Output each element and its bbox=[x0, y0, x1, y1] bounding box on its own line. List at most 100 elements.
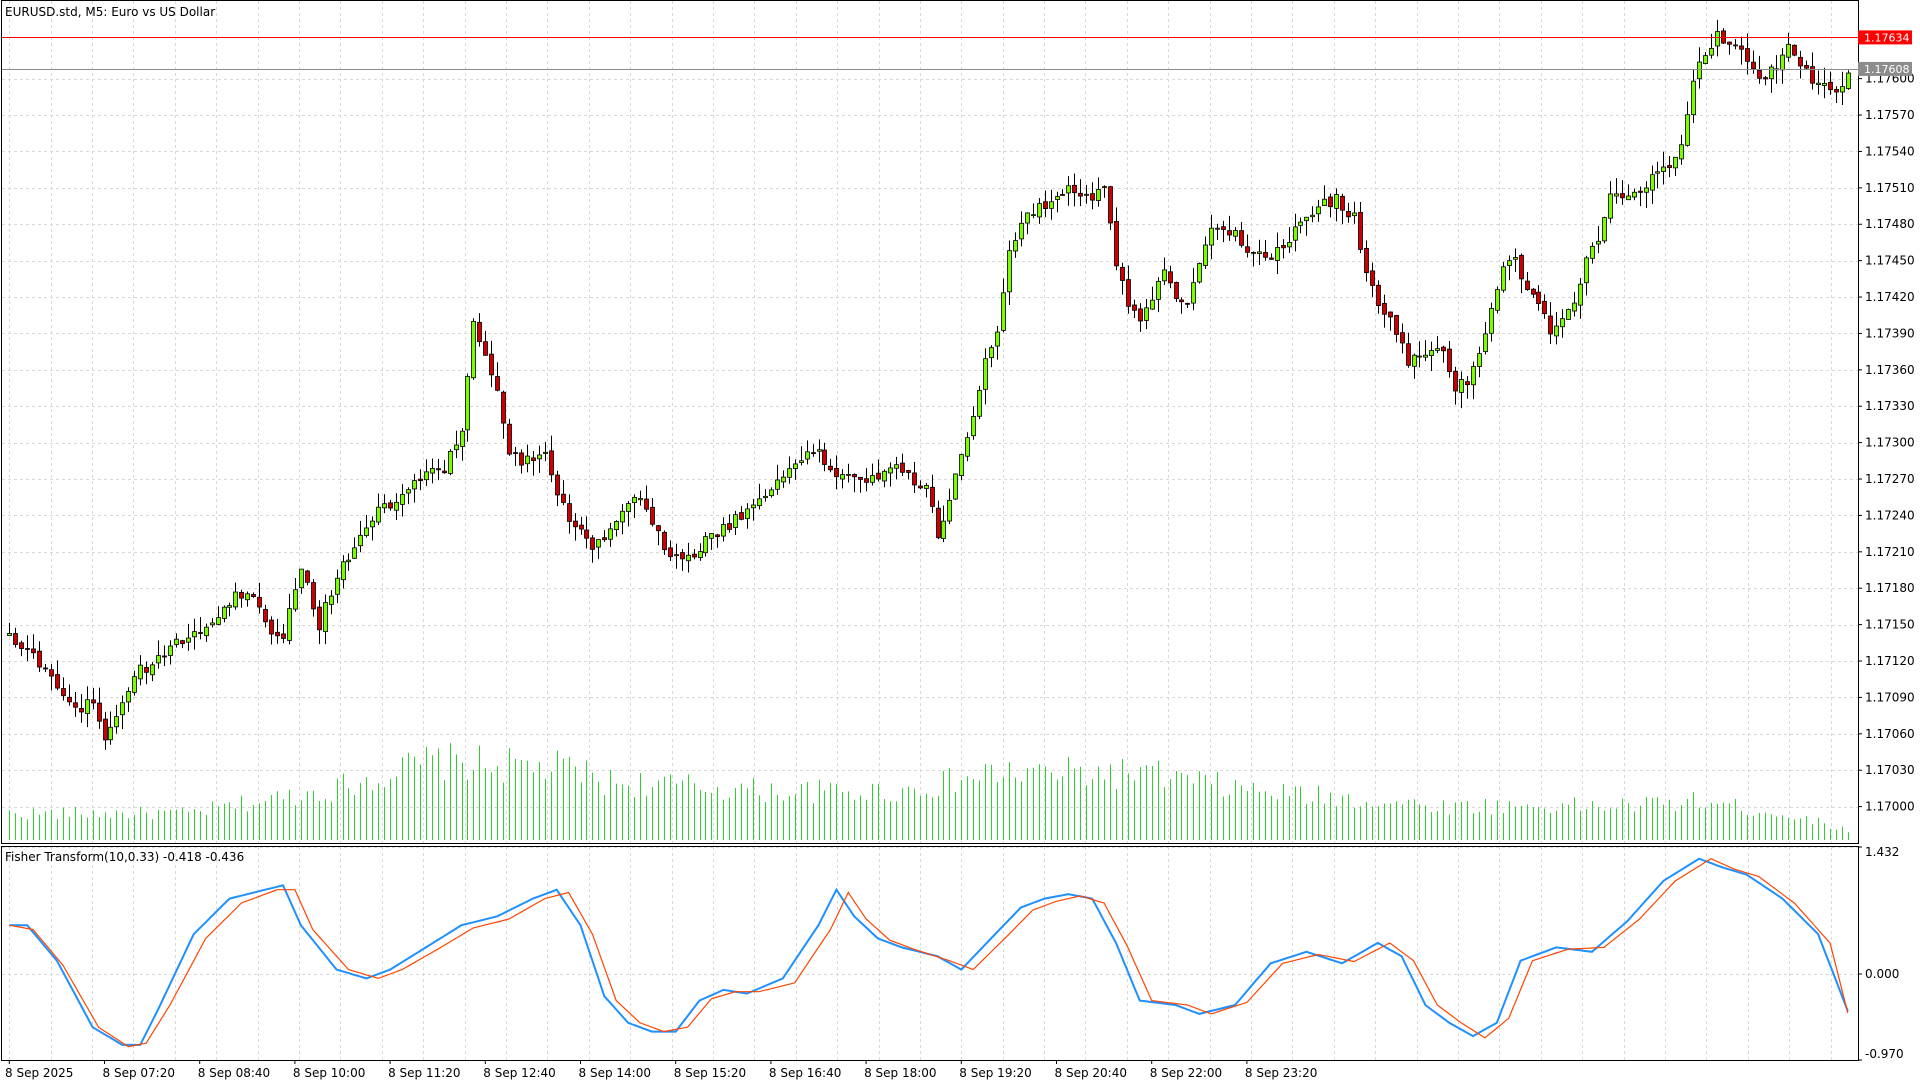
candle bbox=[1388, 311, 1393, 331]
candle bbox=[49, 664, 54, 691]
candle bbox=[1144, 298, 1149, 330]
candle-body bbox=[1007, 250, 1012, 293]
candle-body bbox=[1144, 307, 1149, 321]
candle bbox=[180, 639, 185, 649]
y-tick-label: 1.17060 bbox=[1865, 727, 1915, 741]
candle-body bbox=[959, 454, 964, 476]
candle-body bbox=[745, 508, 750, 520]
candle-body bbox=[263, 608, 268, 623]
candle-body bbox=[1090, 193, 1095, 201]
candle-body bbox=[947, 499, 952, 522]
candle bbox=[513, 446, 518, 467]
candle-body bbox=[864, 478, 869, 483]
candle-body bbox=[1709, 47, 1714, 56]
y-tick-label: 1.17300 bbox=[1865, 436, 1915, 450]
candle-body bbox=[222, 606, 227, 619]
candle bbox=[834, 455, 839, 490]
candle bbox=[1465, 376, 1470, 399]
candle-body bbox=[602, 537, 607, 541]
candle-body bbox=[210, 622, 215, 626]
candle bbox=[894, 456, 899, 480]
candle-body bbox=[1685, 114, 1690, 146]
candle bbox=[108, 711, 113, 745]
candle-body bbox=[251, 594, 256, 598]
candle bbox=[680, 549, 685, 571]
candle-body bbox=[13, 633, 18, 645]
candle-body bbox=[525, 455, 530, 465]
axes: 1.176001.175701.175401.175101.174801.174… bbox=[5, 30, 1915, 1080]
candle bbox=[1691, 69, 1696, 124]
candle bbox=[382, 494, 387, 514]
candle-body bbox=[1328, 196, 1333, 208]
candle bbox=[341, 555, 346, 589]
candle bbox=[1179, 297, 1184, 314]
candle bbox=[1197, 262, 1202, 284]
candle bbox=[1620, 180, 1625, 205]
candle bbox=[311, 579, 316, 617]
candle-body bbox=[1679, 144, 1684, 160]
candle bbox=[352, 537, 357, 559]
candle bbox=[1019, 211, 1024, 247]
candle-body bbox=[1477, 353, 1482, 367]
candle bbox=[1590, 242, 1595, 264]
candle bbox=[364, 515, 369, 538]
candle-body bbox=[442, 470, 447, 474]
candle bbox=[43, 663, 48, 673]
candle bbox=[1614, 178, 1619, 204]
candle-body bbox=[382, 503, 387, 509]
candle-body bbox=[79, 708, 84, 713]
candle bbox=[1406, 332, 1411, 368]
candle-body bbox=[1572, 302, 1577, 312]
candle-body bbox=[1513, 257, 1518, 260]
candle bbox=[1060, 189, 1065, 196]
candle-body bbox=[1352, 212, 1357, 217]
candle bbox=[1412, 353, 1417, 379]
candle bbox=[55, 660, 60, 691]
candle bbox=[329, 590, 334, 615]
candle bbox=[1174, 281, 1179, 302]
ask-price-tag-label: 1.17634 bbox=[1864, 31, 1910, 44]
candle bbox=[620, 503, 625, 535]
candle bbox=[1037, 198, 1042, 224]
candle-body bbox=[1453, 370, 1458, 392]
candle bbox=[1489, 302, 1494, 342]
candle bbox=[1221, 220, 1226, 243]
candle-body bbox=[876, 472, 881, 480]
candle bbox=[460, 428, 465, 461]
candle bbox=[751, 498, 756, 521]
candle bbox=[126, 687, 131, 712]
candle-body bbox=[1697, 61, 1702, 80]
candle bbox=[1281, 239, 1286, 259]
candle bbox=[1447, 341, 1452, 378]
candle bbox=[1685, 101, 1690, 147]
candle bbox=[144, 661, 149, 685]
candle-body bbox=[1197, 262, 1202, 283]
y-tick-label: 1.17510 bbox=[1865, 181, 1915, 195]
candle bbox=[692, 548, 697, 560]
candle bbox=[162, 645, 167, 667]
candle-body bbox=[1626, 195, 1631, 201]
candle bbox=[1495, 286, 1500, 314]
candle bbox=[1679, 134, 1684, 165]
candle bbox=[590, 535, 595, 563]
candle-body bbox=[460, 430, 465, 447]
candle bbox=[1257, 239, 1262, 265]
candle-body bbox=[233, 591, 238, 608]
candle bbox=[216, 606, 221, 626]
candle bbox=[852, 473, 857, 493]
candle-body bbox=[1031, 214, 1036, 217]
candle bbox=[37, 641, 42, 672]
candle-body bbox=[650, 506, 655, 525]
candle bbox=[1566, 308, 1571, 320]
candle bbox=[1519, 253, 1524, 294]
candle bbox=[1727, 41, 1732, 55]
candle-body bbox=[1293, 226, 1298, 241]
candle-body bbox=[1489, 308, 1494, 334]
candle-body bbox=[346, 559, 351, 563]
candle-body bbox=[1179, 299, 1184, 303]
candle bbox=[1584, 255, 1589, 296]
candle-body bbox=[1394, 315, 1399, 335]
candle bbox=[1108, 185, 1113, 231]
